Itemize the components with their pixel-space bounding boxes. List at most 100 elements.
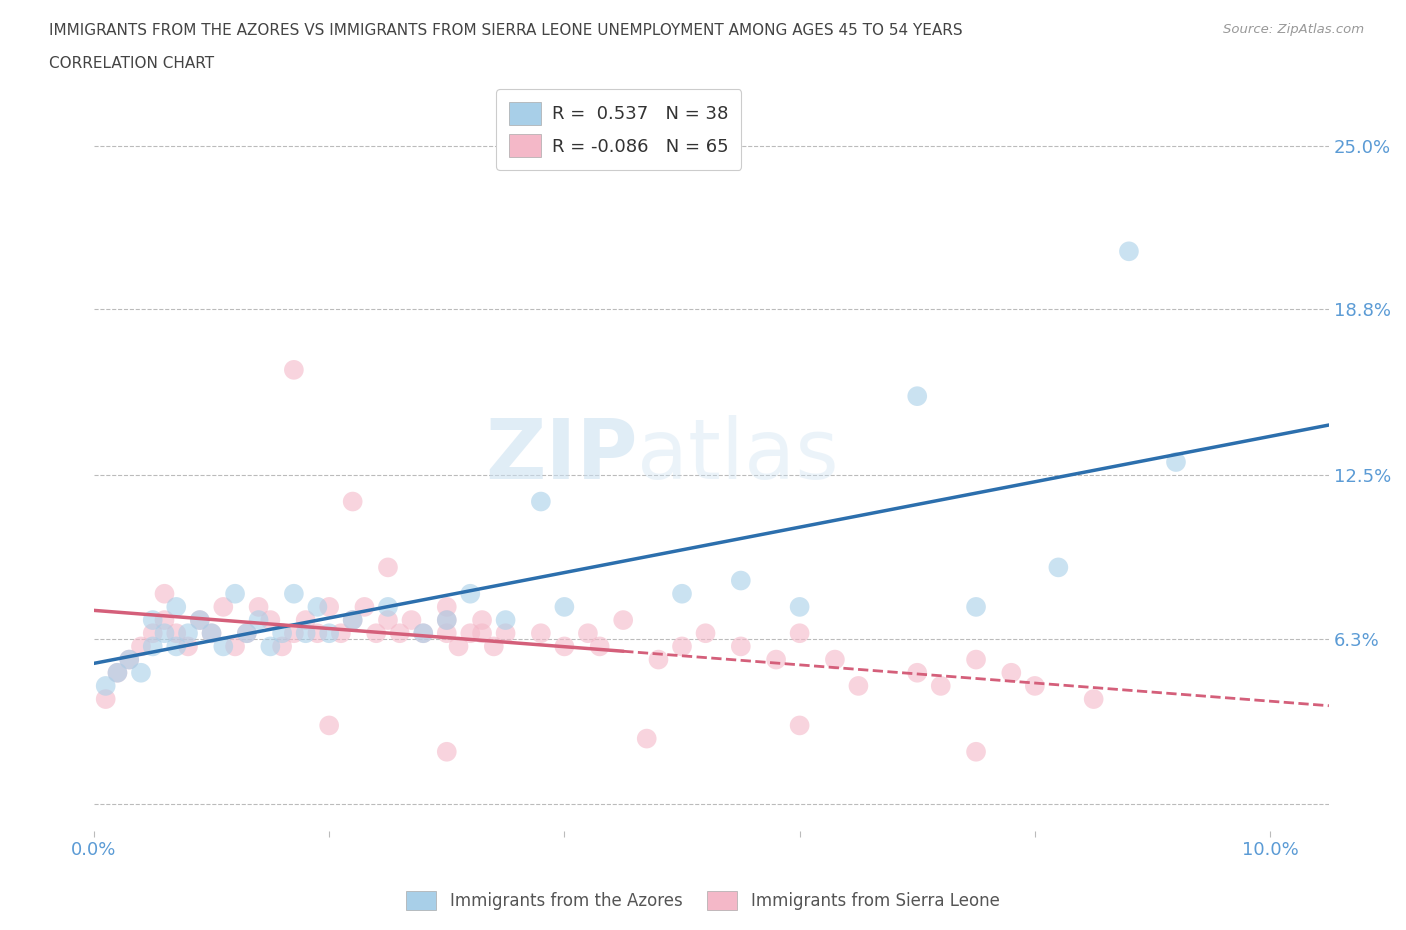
Point (647, 652, 669, 667)
Point (200, 626, 222, 641)
Point (165, 600, 187, 615)
Point (1083, 692, 1105, 707)
Point (789, 626, 811, 641)
Point (342, 494, 364, 509)
Point (107, 665, 129, 680)
Point (495, 613, 517, 628)
Point (965, 652, 987, 667)
Point (553, 600, 575, 615)
Point (471, 613, 494, 628)
Point (1024, 679, 1046, 694)
Point (671, 586, 693, 601)
Point (436, 744, 458, 759)
Text: atlas: atlas (637, 415, 839, 496)
Text: Source: ZipAtlas.com: Source: ZipAtlas.com (1223, 23, 1364, 36)
Point (318, 718, 340, 733)
Point (224, 639, 246, 654)
Point (589, 639, 612, 654)
Point (142, 639, 165, 654)
Point (247, 600, 270, 615)
Point (377, 560, 399, 575)
Point (447, 639, 470, 654)
Point (329, 626, 352, 641)
Point (1164, 455, 1187, 470)
Point (965, 744, 987, 759)
Point (1000, 665, 1022, 680)
Legend: Immigrants from the Azores, Immigrants from Sierra Leone: Immigrants from the Azores, Immigrants f… (399, 884, 1007, 917)
Point (271, 639, 294, 654)
Point (671, 639, 693, 654)
Point (471, 626, 494, 641)
Point (200, 626, 222, 641)
Text: CORRELATION CHART: CORRELATION CHART (49, 56, 214, 71)
Point (153, 626, 176, 641)
Point (388, 626, 411, 641)
Point (271, 626, 294, 641)
Point (318, 626, 340, 641)
Point (612, 613, 634, 628)
Point (283, 626, 305, 641)
Point (259, 613, 281, 628)
Point (129, 639, 152, 654)
Point (789, 718, 811, 733)
Point (695, 626, 717, 641)
Point (283, 586, 305, 601)
Point (177, 639, 200, 654)
Point (730, 573, 752, 588)
Point (495, 626, 517, 641)
Point (294, 613, 316, 628)
Point (294, 626, 316, 641)
Text: IMMIGRANTS FROM THE AZORES VS IMMIGRANTS FROM SIERRA LEONE UNEMPLOYMENT AMONG AG: IMMIGRANTS FROM THE AZORES VS IMMIGRANTS… (49, 23, 963, 38)
Point (307, 600, 329, 615)
Point (153, 586, 176, 601)
Point (177, 626, 200, 641)
Point (848, 679, 870, 694)
Point (212, 600, 235, 615)
Point (436, 626, 458, 641)
Point (129, 665, 152, 680)
Point (118, 652, 141, 667)
Point (412, 626, 434, 641)
Point (458, 626, 481, 641)
Point (377, 613, 399, 628)
Point (212, 639, 235, 654)
Point (188, 613, 211, 628)
Point (165, 626, 187, 641)
Point (188, 613, 211, 628)
Point (824, 652, 846, 667)
Point (142, 613, 165, 628)
Point (530, 626, 553, 641)
Point (224, 586, 246, 601)
Point (436, 600, 458, 615)
Point (789, 600, 811, 615)
Point (530, 494, 553, 509)
Point (377, 600, 399, 615)
Point (482, 639, 505, 654)
Point (153, 613, 176, 628)
Point (247, 613, 270, 628)
Point (342, 613, 364, 628)
Point (576, 626, 599, 641)
Point (259, 639, 281, 654)
Point (366, 626, 388, 641)
Point (107, 665, 129, 680)
Point (636, 731, 658, 746)
Point (1118, 244, 1140, 259)
Point (353, 600, 375, 615)
Point (236, 626, 259, 641)
Point (765, 652, 787, 667)
Point (1047, 560, 1070, 575)
Point (436, 613, 458, 628)
Point (905, 665, 928, 680)
Point (401, 613, 423, 628)
Point (929, 679, 952, 694)
Point (283, 363, 305, 378)
Point (965, 600, 987, 615)
Point (165, 639, 187, 654)
Point (412, 626, 434, 641)
Point (307, 626, 329, 641)
Point (94, 679, 117, 694)
Point (458, 586, 481, 601)
Point (118, 652, 141, 667)
Point (730, 639, 752, 654)
